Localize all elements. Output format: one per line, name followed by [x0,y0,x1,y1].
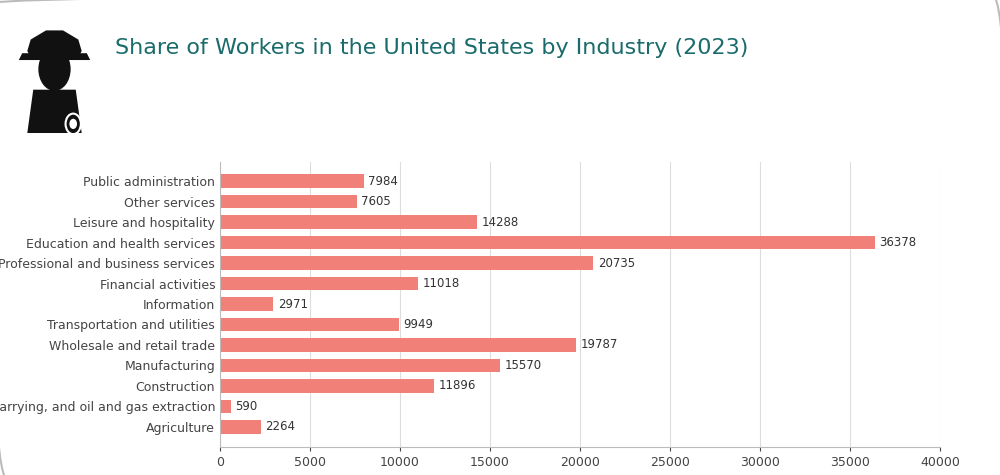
Bar [220,338,576,352]
Bar [220,318,399,331]
Text: 14288: 14288 [482,216,519,228]
Text: 9949: 9949 [404,318,434,331]
Bar [220,195,357,208]
Text: 590: 590 [235,400,257,413]
Circle shape [69,119,77,129]
Circle shape [38,48,71,91]
Circle shape [66,114,81,134]
Bar [220,379,434,392]
Bar [220,400,231,413]
Bar [220,256,593,270]
Bar [220,277,418,290]
Text: 19787: 19787 [581,339,618,352]
Text: Share of Workers in the United States by Industry (2023): Share of Workers in the United States by… [115,38,748,58]
Text: 11018: 11018 [423,277,460,290]
Text: 20735: 20735 [598,256,635,269]
Text: 11896: 11896 [439,380,476,392]
Text: 7605: 7605 [361,195,391,208]
Polygon shape [27,30,82,58]
Text: 15570: 15570 [505,359,542,372]
Bar [220,174,364,188]
Text: 36378: 36378 [879,236,916,249]
Bar [220,216,477,229]
Polygon shape [27,90,82,133]
Polygon shape [19,53,90,60]
Bar [220,236,875,249]
Text: 2264: 2264 [265,420,295,433]
Bar [220,297,273,311]
Bar [220,420,261,434]
Bar [220,359,500,372]
Text: 2971: 2971 [278,297,308,311]
Text: 7984: 7984 [368,175,398,188]
